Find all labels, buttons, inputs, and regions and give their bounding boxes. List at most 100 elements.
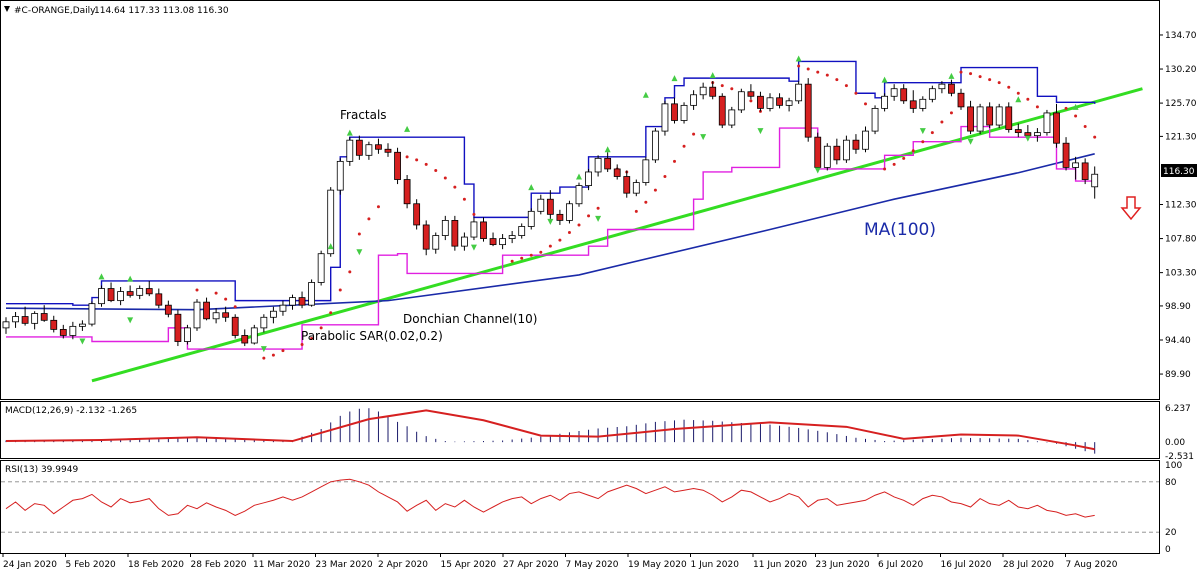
candle-body <box>890 88 898 97</box>
sar-dot <box>558 238 562 242</box>
candle-body <box>413 203 421 226</box>
candle-body <box>50 319 58 330</box>
sar-dot <box>539 250 543 254</box>
sar-dot <box>988 78 992 82</box>
price-tick-label: 103.30 <box>1165 269 1197 279</box>
candle-body <box>776 97 783 106</box>
sar-dot <box>1083 125 1087 129</box>
sar-dot <box>682 144 686 148</box>
candle-body <box>1091 173 1099 188</box>
candle-body <box>632 182 640 194</box>
candle-body <box>241 335 249 344</box>
fractal-up-marker <box>1072 103 1079 110</box>
candle-body <box>1081 162 1089 180</box>
candle-body <box>384 148 392 153</box>
candle-body <box>680 104 688 121</box>
fractal-up-marker <box>709 72 716 79</box>
sar-dot <box>1016 91 1020 95</box>
candle-body <box>1062 142 1070 168</box>
date-tick-label: 28 Jul 2020 <box>1003 560 1054 570</box>
candle-body <box>432 235 440 250</box>
date-tick-label: 2 Apr 2020 <box>378 560 428 570</box>
date-tick-label: 11 Mar 2020 <box>253 560 310 570</box>
fractal-up-marker <box>881 76 888 83</box>
sar-dot <box>653 188 657 192</box>
sar-dot <box>596 206 600 210</box>
candle-body <box>88 303 96 325</box>
sar-dot <box>1074 114 1078 118</box>
sar-dot <box>329 311 333 315</box>
date-tick-label: 18 Feb 2020 <box>128 560 184 570</box>
candle-body <box>843 139 850 161</box>
sar-dot <box>520 256 524 260</box>
sar-dot <box>262 356 266 360</box>
macd-signal-line <box>5 409 1095 451</box>
candle-body <box>403 179 411 205</box>
price-tick-label: 134.70 <box>1165 31 1197 41</box>
sar-dot <box>749 99 753 103</box>
candle-body <box>652 130 659 161</box>
candle-body <box>1072 162 1079 168</box>
candle-body <box>575 185 583 205</box>
sar-dot <box>443 176 447 180</box>
sar-dot <box>405 155 409 159</box>
rsi-tick-label: 100 <box>1165 461 1182 471</box>
candle-body <box>527 210 535 227</box>
sar-dot <box>300 343 304 347</box>
date-tick-label: 28 Feb 2020 <box>191 560 247 570</box>
sar-dot <box>911 149 915 153</box>
candle-body <box>203 301 210 320</box>
candle-body <box>518 226 526 236</box>
fractal-up-marker <box>948 72 955 79</box>
sar-dot <box>930 131 934 135</box>
sar-dot <box>720 84 724 88</box>
candle-body <box>1024 132 1032 137</box>
candle-body <box>308 282 316 306</box>
candle-body <box>155 293 163 306</box>
sar-dot <box>1093 135 1097 139</box>
fractal-up-marker <box>1015 96 1022 103</box>
candle-body <box>594 157 602 173</box>
sar-dot <box>281 349 285 353</box>
fractal-down-marker <box>547 218 554 225</box>
sar-dot <box>195 288 199 292</box>
candles-layer <box>2 78 1099 347</box>
candle-body <box>1043 112 1051 134</box>
candle-body <box>785 100 793 106</box>
candle-body <box>833 145 841 161</box>
candle-body <box>747 91 755 97</box>
sar-dot <box>997 81 1001 85</box>
candle-body <box>365 144 373 156</box>
candle-body <box>623 176 631 194</box>
rsi-tick-label: 0 <box>1165 545 1171 555</box>
ma100-line <box>5 153 1095 311</box>
candle-body <box>260 316 268 329</box>
candle-body <box>184 327 191 342</box>
price-tick-label: 130.20 <box>1165 65 1197 75</box>
donchian-upper-line <box>6 60 1096 306</box>
candle-body <box>871 107 879 132</box>
fractal-down-marker <box>757 128 764 135</box>
price-tick-label: 125.70 <box>1165 99 1197 109</box>
sar-dot <box>844 84 848 88</box>
candle-body <box>508 235 516 239</box>
candle-body <box>900 88 908 102</box>
date-tick-label: 7 Aug 2020 <box>1066 560 1118 570</box>
fractal-down-marker <box>260 346 267 353</box>
sar-dot <box>949 111 953 115</box>
candle-body <box>556 213 564 221</box>
date-tick-label: 24 Jan 2020 <box>3 560 57 570</box>
candle-body <box>986 106 994 126</box>
date-tick-label: 1 Jun 2020 <box>691 560 740 570</box>
candle-body <box>766 97 774 109</box>
sar-dot <box>348 270 352 274</box>
candle-body <box>12 316 19 323</box>
candle-body <box>728 109 736 126</box>
sar-dot <box>587 214 591 218</box>
sar-dot <box>644 200 648 204</box>
sar-dot <box>797 64 801 68</box>
sar-dot <box>424 162 428 166</box>
price-tick-label: 98.90 <box>1165 302 1191 312</box>
candle-body <box>79 323 86 327</box>
candle-body <box>174 313 182 342</box>
